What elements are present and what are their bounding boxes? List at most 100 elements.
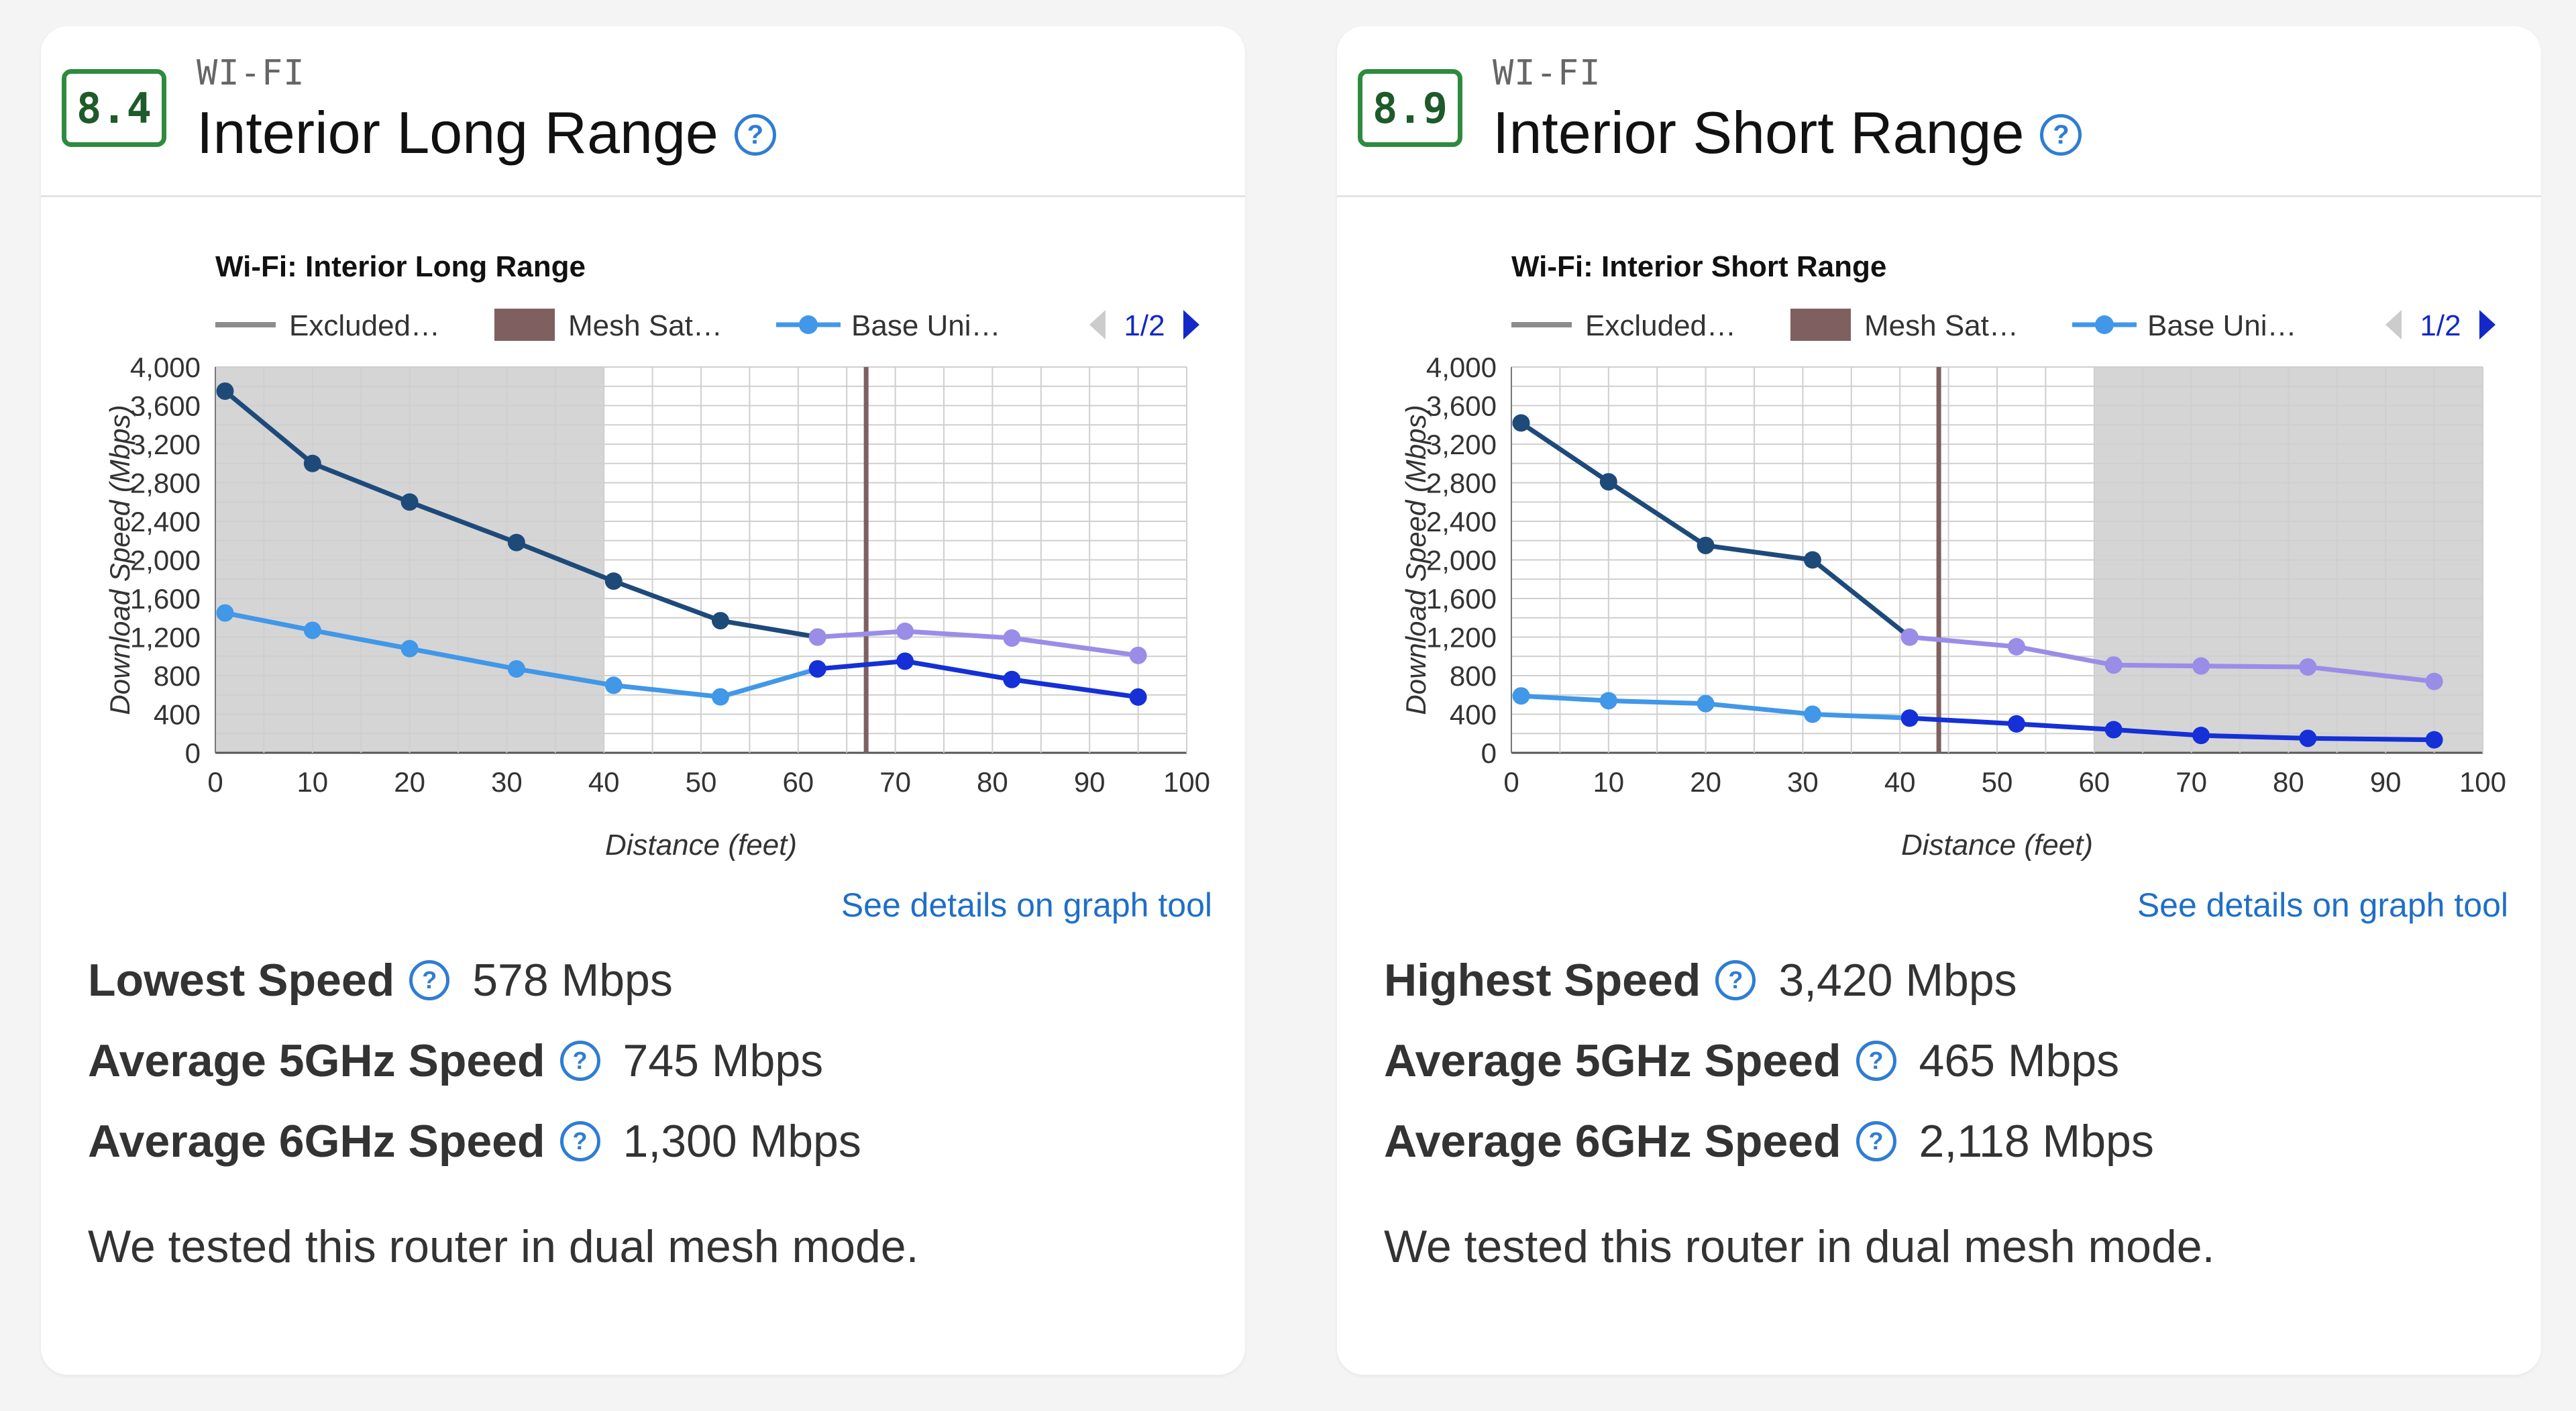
y-tick-label: 2,800 xyxy=(130,468,201,499)
data-point xyxy=(896,622,914,640)
chart-title: Wi-Fi: Interior Long Range xyxy=(215,250,586,283)
y-tick-label: 3,600 xyxy=(130,390,201,422)
x-tick-label: 20 xyxy=(394,766,425,798)
card-header: 8.9 WI-FI Interior Short Range ? xyxy=(1337,26,2541,197)
legend-label: Base Uni… xyxy=(2147,309,2297,342)
data-point xyxy=(1129,646,1147,664)
data-point xyxy=(216,604,234,622)
question-circle-icon[interactable]: ? xyxy=(559,1041,600,1081)
data-point xyxy=(1803,551,1821,569)
question-circle-icon[interactable]: ? xyxy=(734,114,776,156)
data-point xyxy=(1803,705,1821,723)
x-tick-label: 40 xyxy=(1884,766,1916,798)
score-badge: 8.4 xyxy=(62,69,166,147)
data-point xyxy=(303,454,321,472)
data-point xyxy=(604,572,623,590)
speed-chart: Wi-Fi: Interior Long Range Excluded… Mesh … xyxy=(104,250,1210,861)
stat-row: Average 6GHz Speed ? 1,300 Mbps xyxy=(88,1101,861,1182)
data-point xyxy=(216,382,234,400)
stat-label: Average 6GHz Speed xyxy=(88,1116,545,1167)
details-graph-tool-link[interactable]: See details on graph tool xyxy=(841,886,1212,924)
stat-label: Average 5GHz Speed xyxy=(1384,1035,1841,1086)
data-point xyxy=(2192,727,2210,745)
stat-value: 745 Mbps xyxy=(623,1035,824,1086)
category-label: WI-FI xyxy=(197,53,305,93)
speed-chart: Wi-Fi: Interior Short Range Excluded… Mesh… xyxy=(1400,250,2506,861)
data-point xyxy=(1003,629,1021,647)
stat-value: 1,300 Mbps xyxy=(623,1116,861,1167)
data-point xyxy=(2192,657,2210,675)
legend-swatch-base-unit-dot xyxy=(799,315,818,334)
card-title: Interior Short Range ? xyxy=(1493,99,2082,167)
y-tick-label: 400 xyxy=(1450,699,1497,731)
y-tick-label: 2,000 xyxy=(1426,545,1497,576)
legend-swatch-excluded xyxy=(1511,322,1572,327)
y-tick-label: 1,200 xyxy=(1426,622,1497,654)
question-circle-icon[interactable]: ? xyxy=(1856,1121,1896,1161)
data-point xyxy=(2299,729,2317,747)
data-point xyxy=(2104,721,2123,739)
stats-list: Highest Speed ? 3,420 Mbps Average 5GHz … xyxy=(1384,940,2154,1182)
x-tick-label: 100 xyxy=(2459,766,2506,798)
stat-value: 465 Mbps xyxy=(1919,1035,2120,1086)
stat-row: Average 5GHz Speed ? 465 Mbps xyxy=(1384,1021,2154,1101)
series-line xyxy=(1909,715,2434,743)
question-circle-icon[interactable]: ? xyxy=(1856,1041,1896,1081)
legend-swatch-mesh-satellite xyxy=(1790,309,1851,341)
y-tick-label: 2,400 xyxy=(1426,506,1497,537)
x-tick-label: 50 xyxy=(686,766,717,798)
y-axis-title: Download Speed (Mbps) xyxy=(1400,405,1432,715)
legend-swatch-mesh-satellite xyxy=(494,309,555,341)
details-graph-tool-link[interactable]: See details on graph tool xyxy=(2137,886,2508,924)
legend-prev-arrow-icon[interactable] xyxy=(2385,310,2402,339)
y-tick-label: 3,600 xyxy=(1426,390,1497,422)
question-circle-icon[interactable]: ? xyxy=(1715,960,1756,1000)
data-point xyxy=(808,628,826,646)
data-point xyxy=(2104,656,2123,674)
legend-page-indicator: 1/2 xyxy=(2420,309,2461,342)
y-tick-label: 2,000 xyxy=(130,545,201,576)
data-point xyxy=(400,639,419,658)
data-point xyxy=(1599,473,1617,491)
data-point xyxy=(2425,672,2443,690)
x-tick-label: 100 xyxy=(1163,766,1210,798)
score-badge: 8.9 xyxy=(1358,69,1462,147)
x-tick-label: 50 xyxy=(1982,766,2013,798)
data-point xyxy=(711,688,729,706)
data-point xyxy=(2299,658,2317,676)
card-title: Interior Long Range ? xyxy=(197,99,776,167)
card-title-text: Interior Long Range xyxy=(197,99,718,166)
data-point xyxy=(507,660,525,678)
y-tick-label: 800 xyxy=(154,660,201,692)
card-header: 8.4 WI-FI Interior Long Range ? xyxy=(41,26,1245,197)
card-title-text: Interior Short Range xyxy=(1493,99,2025,166)
y-tick-label: 0 xyxy=(185,737,201,769)
data-point xyxy=(1900,709,1919,727)
series-line xyxy=(817,629,1139,658)
stat-value: 2,118 Mbps xyxy=(1919,1116,2154,1167)
stat-label: Average 6GHz Speed xyxy=(1384,1116,1841,1167)
question-circle-icon[interactable]: ? xyxy=(559,1121,600,1161)
legend-next-arrow-icon[interactable] xyxy=(1183,310,1199,339)
stat-label: Lowest Speed xyxy=(88,955,395,1006)
legend-next-arrow-icon[interactable] xyxy=(2479,310,2496,339)
stats-list: Lowest Speed ? 578 Mbps Average 5GHz Spe… xyxy=(88,940,861,1182)
x-axis-title: Distance (feet) xyxy=(1901,829,2093,861)
series-line xyxy=(817,658,1139,700)
y-axis-title: Download Speed (Mbps) xyxy=(104,405,136,715)
x-tick-label: 70 xyxy=(2176,766,2207,798)
x-tick-label: 60 xyxy=(782,766,814,798)
y-tick-label: 4,000 xyxy=(1426,352,1497,383)
y-tick-label: 400 xyxy=(154,699,201,731)
y-tick-label: 3,200 xyxy=(130,429,201,460)
data-point xyxy=(1900,628,1919,646)
legend-prev-arrow-icon[interactable] xyxy=(1089,310,1106,339)
stat-value: 3,420 Mbps xyxy=(1778,955,2017,1006)
stat-label: Average 5GHz Speed xyxy=(88,1035,545,1086)
data-point xyxy=(400,493,419,511)
y-tick-label: 1,200 xyxy=(130,622,201,654)
question-circle-icon[interactable]: ? xyxy=(409,960,450,1000)
legend-page-indicator: 1/2 xyxy=(1124,309,1165,342)
question-circle-icon[interactable]: ? xyxy=(2040,114,2082,156)
legend-label: Mesh Sat… xyxy=(568,309,722,342)
